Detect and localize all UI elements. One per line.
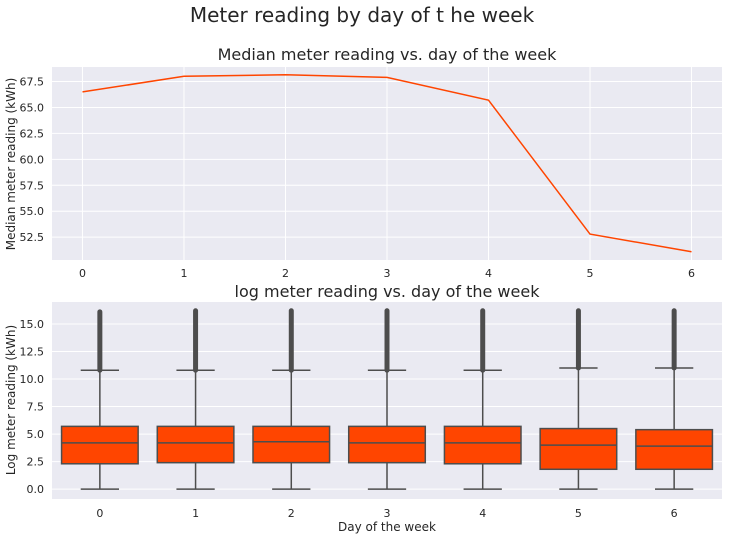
box-y-axis-label: Log meter reading (kWh) (4, 325, 18, 475)
line-y-tick-label: 65.0 (20, 101, 45, 114)
box-x-tick-label: 4 (479, 507, 486, 520)
line-y-tick-label: 52.5 (20, 231, 45, 244)
line-chart-title: Median meter reading vs. day of the week (218, 45, 557, 64)
figure-suptitle: Meter reading by day of t he week (190, 3, 535, 27)
box-x-tick-label: 1 (192, 507, 199, 520)
box-iqr (60, 425, 139, 465)
box-y-tick-label: 0.0 (27, 483, 45, 496)
line-y-tick-label: 57.5 (20, 179, 45, 192)
box-iqr (539, 427, 618, 471)
box-y-ticks: 0.0 2.5 5.0 7.5 10.0 12.5 15.0 (20, 318, 45, 496)
box-y-tick-label: 7.5 (27, 401, 45, 414)
line-x-tick-label: 2 (282, 267, 289, 280)
box-x-tick-label: 5 (575, 507, 582, 520)
box-x-axis-label: Day of the week (338, 520, 436, 534)
box-x-tick-label: 2 (288, 507, 295, 520)
box-x-tick-label: 6 (671, 507, 678, 520)
box-iqr (347, 425, 427, 464)
box-iqr (443, 425, 522, 465)
line-y-tick-label: 62.5 (20, 127, 45, 140)
median-series-line (82, 74, 692, 253)
line-x-tick-label: 5 (587, 267, 594, 280)
box-chart-title: log meter reading vs. day of the week (235, 282, 541, 301)
line-x-tick-label: 1 (180, 267, 187, 280)
box-y-tick-label: 5.0 (27, 428, 45, 441)
box-x-tick-label: 0 (96, 507, 103, 520)
box-y-tick-label: 2.5 (27, 456, 45, 469)
line-x-tick-label: 4 (485, 267, 492, 280)
box-x-ticks: 0 1 2 3 4 5 6 (96, 507, 677, 520)
box-iqr (156, 425, 235, 464)
line-grid (52, 67, 722, 260)
line-y-ticks: 52.5 55.0 57.5 60.0 62.5 65.0 67.5 (20, 76, 45, 245)
line-x-tick-label: 6 (688, 267, 695, 280)
line-y-tick-label: 60.0 (20, 153, 45, 166)
box-series (60, 308, 714, 490)
line-y-tick-label: 55.0 (20, 205, 45, 218)
box-iqr (252, 425, 331, 464)
box-x-tick-label: 3 (384, 507, 391, 520)
median-line-chart: Median meter reading vs. day of the week… (4, 45, 722, 280)
line-x-tick-label: 0 (79, 267, 86, 280)
box-y-tick-label: 15.0 (20, 318, 45, 331)
log-box-chart: log meter reading vs. day of the week 0.… (4, 282, 722, 534)
line-y-tick-label: 67.5 (20, 76, 45, 89)
box-iqr (635, 428, 714, 471)
line-y-axis-label: Median meter reading (kWh) (4, 78, 18, 251)
box-y-tick-label: 12.5 (20, 346, 45, 359)
box-y-tick-label: 10.0 (20, 373, 45, 386)
line-x-tick-label: 3 (384, 267, 391, 280)
line-x-ticks: 0 1 2 3 4 5 6 (79, 267, 695, 280)
